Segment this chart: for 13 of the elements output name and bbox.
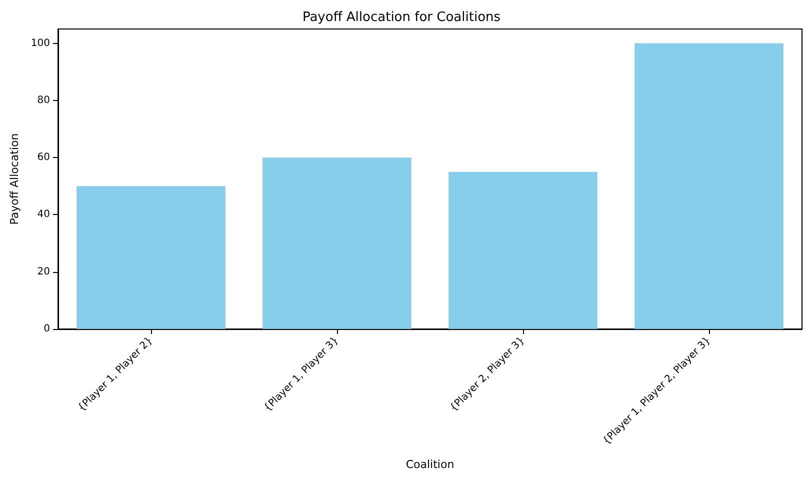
chart-title: Payoff Allocation for Coalitions — [302, 10, 501, 25]
y-tick-label: 100 — [30, 38, 50, 49]
bar — [262, 158, 412, 329]
bar — [76, 186, 226, 329]
bar — [448, 172, 598, 329]
x-axis-title: Coalition — [406, 458, 454, 471]
y-tick-label: 40 — [37, 209, 50, 220]
y-tick-label: 0 — [44, 324, 50, 334]
y-tick-label: 60 — [37, 152, 50, 164]
y-tick-label: 20 — [37, 266, 50, 278]
y-tick-label: 80 — [37, 94, 50, 106]
bar — [634, 43, 784, 329]
y-axis-title: Payoff Allocation — [8, 133, 21, 225]
